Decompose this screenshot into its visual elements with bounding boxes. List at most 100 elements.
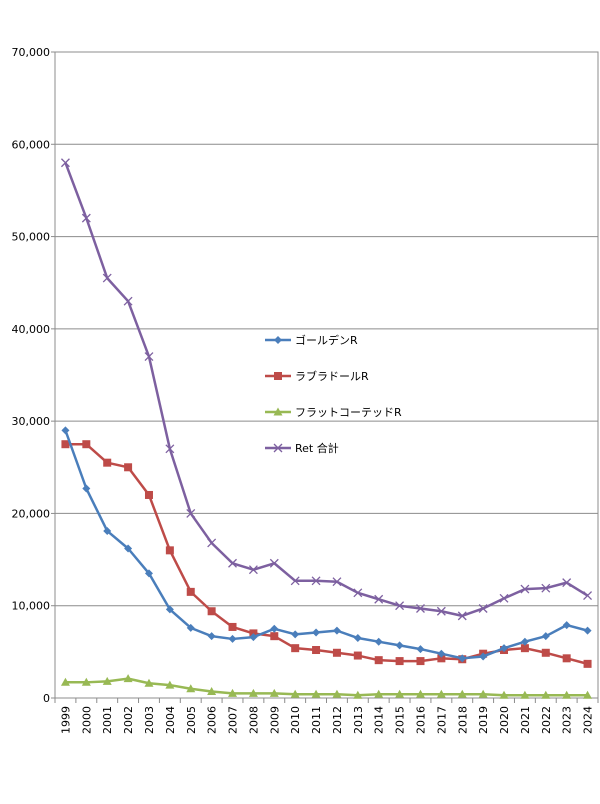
data-point	[457, 611, 467, 621]
x-tick-label: 2017	[435, 706, 448, 734]
data-point	[415, 689, 425, 698]
data-point	[541, 690, 551, 699]
data-point	[82, 484, 91, 493]
data-point	[416, 645, 425, 654]
data-point	[562, 690, 572, 699]
data-point	[269, 688, 279, 697]
data-point	[374, 637, 383, 646]
data-point	[583, 626, 592, 635]
data-point	[541, 632, 550, 641]
data-point	[395, 657, 404, 666]
data-point	[186, 623, 195, 632]
data-point	[248, 565, 258, 575]
data-point	[562, 621, 571, 630]
x-tick-label: 2020	[498, 706, 511, 734]
data-point	[353, 690, 363, 699]
data-point	[228, 558, 237, 568]
x-tick-label: 2008	[247, 706, 260, 734]
data-point	[290, 689, 300, 698]
data-point	[479, 652, 488, 661]
y-tick-labels: 0 10,000 20,000 30,000 40,000 50,000 60,000 70,…	[12, 46, 51, 705]
x-tick-label: 2021	[519, 706, 532, 734]
data-point	[207, 538, 217, 548]
data-point	[102, 676, 112, 685]
data-point	[207, 687, 217, 696]
y-tick-label: 30,000	[12, 415, 51, 428]
x-tick-label: 1999	[59, 706, 72, 734]
data-point	[249, 633, 258, 642]
data-point	[186, 587, 195, 596]
data-point	[520, 584, 530, 594]
data-point	[312, 646, 321, 655]
data-point	[520, 644, 529, 653]
legend-label: フラットコーテッドR	[295, 406, 402, 419]
data-point	[144, 569, 153, 578]
data-point	[207, 607, 216, 616]
data-point	[437, 654, 446, 663]
data-point	[520, 637, 529, 646]
data-point	[332, 648, 341, 657]
legend-swatch-marker	[274, 372, 282, 380]
x-tick-label: 2022	[540, 706, 553, 734]
data-point	[165, 546, 174, 555]
data-point	[374, 594, 384, 604]
y-tick-label: 0	[43, 692, 50, 705]
data-point	[144, 678, 154, 687]
data-point	[416, 657, 425, 666]
data-point	[395, 601, 405, 611]
data-point	[374, 689, 384, 698]
y-tick-label: 60,000	[12, 138, 51, 151]
series-1	[61, 440, 592, 668]
data-point	[291, 644, 300, 653]
data-point	[123, 296, 133, 306]
data-point	[123, 674, 133, 683]
data-point	[583, 690, 593, 699]
data-point	[541, 583, 551, 593]
legend-entry: ゴールデンR	[265, 333, 358, 347]
x-tick-label: 2011	[310, 706, 323, 734]
data-point	[312, 628, 321, 637]
data-point	[583, 659, 592, 668]
data-point	[60, 158, 70, 168]
y-tick-label: 40,000	[12, 323, 51, 336]
data-point	[103, 526, 112, 535]
x-tick-label: 2006	[206, 706, 219, 734]
data-point	[186, 684, 196, 693]
data-point	[165, 680, 175, 689]
data-point	[499, 593, 509, 603]
series-0	[61, 426, 592, 663]
data-point	[102, 273, 112, 283]
x-tick-label: 2024	[582, 706, 595, 734]
data-point	[458, 654, 467, 663]
data-point	[374, 656, 383, 665]
data-point	[124, 463, 133, 472]
data-point	[269, 558, 279, 568]
x-tick-label: 2002	[122, 706, 135, 734]
y-tick-label: 50,000	[12, 231, 51, 244]
legend-label: ゴールデンR	[295, 333, 358, 347]
x-tick-labels: 1999 2000 2001 2002 2003 2004 2005 2006 2007 2008…	[59, 706, 594, 734]
series-2	[60, 674, 593, 699]
data-point	[228, 622, 237, 631]
x-tick-label: 2012	[331, 706, 344, 734]
data-point	[186, 508, 196, 518]
data-point	[332, 577, 342, 587]
gridlines	[55, 51, 598, 607]
x-tick-label: 2013	[352, 706, 365, 734]
legend-swatch-marker	[273, 407, 283, 416]
data-point	[270, 632, 279, 641]
data-point	[562, 654, 571, 663]
data-point	[478, 689, 488, 698]
data-point	[228, 688, 238, 697]
data-point	[520, 690, 530, 699]
axes	[51, 51, 599, 703]
data-point	[290, 576, 300, 586]
data-point	[500, 644, 509, 653]
data-point	[499, 690, 509, 699]
legend-label: ラブラドールR	[295, 369, 369, 383]
data-point	[457, 689, 467, 698]
series-3	[60, 158, 593, 621]
data-point	[437, 649, 446, 658]
y-tick-label: 20,000	[12, 507, 51, 520]
